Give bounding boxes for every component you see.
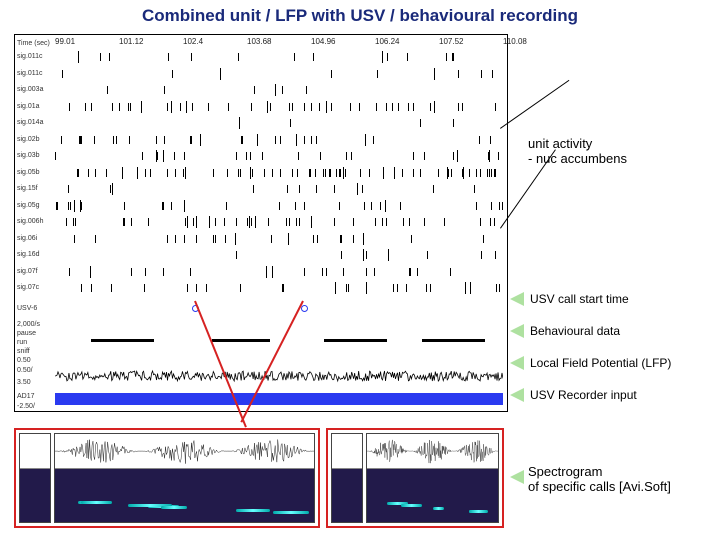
time-tick: 110.08	[503, 37, 527, 46]
signal-row: sig.011c	[55, 51, 503, 63]
ann-unit-activity: unit activity - nuc accumbens	[528, 136, 627, 166]
signal-row-label: sig.02b	[17, 134, 40, 146]
ann-usv-rec: USV Recorder input	[530, 388, 637, 402]
tri-behavioural	[510, 324, 524, 338]
signal-row-label: sig.011c	[17, 51, 43, 63]
time-tick: 107.52	[439, 37, 463, 46]
behavioural-labels: 2,000/s pause run sniff 0.50	[17, 320, 40, 365]
tri-usv-rec	[510, 388, 524, 402]
signal-row: sig.003a	[55, 84, 503, 96]
main-plot: 99.01 101.12 102.4 103.68 104.96 106.24 107.52…	[14, 34, 508, 412]
signal-row-label: sig.06i	[17, 233, 37, 245]
signal-row-label: sig.011c	[17, 68, 43, 80]
signal-row: sig.014a	[55, 117, 503, 129]
ann-behavioural: Behavioural data	[530, 324, 620, 338]
signal-row: sig.006h	[55, 216, 503, 228]
spec-group-a	[14, 428, 320, 528]
tri-spectrogram	[510, 470, 524, 484]
time-tick: 106.24	[375, 37, 399, 46]
beh-lab-2: run	[17, 338, 40, 347]
time-tick: 101.12	[119, 37, 143, 46]
tri-usv-call	[510, 292, 524, 306]
signal-row-label: sig.07c	[17, 282, 39, 294]
spec-a-main	[54, 433, 315, 523]
signal-row-label: sig.05g	[17, 200, 40, 212]
time-tick: 102.4	[183, 37, 203, 46]
behavioural-segment	[212, 339, 270, 342]
signal-row: sig.05g	[55, 200, 503, 212]
ann-spec-l2: of specific calls [Avi.Soft]	[528, 479, 671, 494]
signal-row: sig.15f	[55, 183, 503, 195]
page-title: Combined unit / LFP with USV / behaviour…	[0, 6, 720, 26]
signal-row-label: sig.014a	[17, 117, 43, 129]
time-axis: 99.01 101.12 102.4 103.68 104.96 106.24 107.52…	[55, 35, 503, 51]
usv-marker-row	[55, 303, 503, 317]
signal-row-label: sig.003a	[17, 84, 43, 96]
signal-row-label: sig.006h	[17, 216, 43, 228]
lfp-trace	[55, 365, 503, 387]
signal-row: sig.07c	[55, 282, 503, 294]
beh-lab-3: sniff	[17, 347, 40, 356]
ann-lfp: Local Field Potential (LFP)	[530, 356, 671, 370]
signal-row-label: sig.01a	[17, 101, 40, 113]
spectrogram-panels	[14, 428, 508, 528]
time-tick: 104.96	[311, 37, 335, 46]
signal-row-label: sig.03b	[17, 150, 40, 162]
ann-spec-l1: Spectrogram	[528, 464, 671, 479]
spec-a-wave-mini	[19, 433, 51, 523]
lfp-svg	[55, 365, 503, 387]
signal-row: sig.06i	[55, 233, 503, 245]
behavioural-segment	[91, 339, 154, 342]
callout-line	[500, 80, 569, 129]
beh-lab-4: 0.50	[17, 356, 40, 365]
adc-label-sub: -2.50/	[17, 401, 35, 413]
signal-row: sig.16d	[55, 249, 503, 261]
usv-marker	[301, 305, 308, 312]
lfp-label-top: 0.50/	[17, 365, 33, 377]
signal-row: sig.02b	[55, 134, 503, 146]
beh-lab-1: pause	[17, 329, 40, 338]
signal-row-label: sig.16d	[17, 249, 40, 261]
spec-b-main	[366, 433, 499, 523]
spec-group-b	[326, 428, 504, 528]
ann-unit-l1: unit activity	[528, 136, 627, 151]
beh-lab-0: 2,000/s	[17, 320, 40, 329]
signal-row-label: sig.15f	[17, 183, 38, 195]
ann-unit-l2: - nuc accumbens	[528, 151, 627, 166]
behavioural-segment	[324, 339, 387, 342]
ann-spectrogram: Spectrogram of specific calls [Avi.Soft]	[528, 464, 671, 494]
tri-lfp	[510, 356, 524, 370]
signal-row: sig.05b	[55, 167, 503, 179]
signal-row: sig.07f	[55, 266, 503, 278]
ann-usv-call: USV call start time	[530, 292, 629, 306]
time-tick: 103.68	[247, 37, 271, 46]
adc-usv-band	[55, 393, 503, 405]
signal-row-label: sig.07f	[17, 266, 38, 278]
behavioural-segment	[422, 339, 485, 342]
raster-area: sig.011c sig.011c sig.003a sig.01a sig.014a s…	[55, 51, 503, 411]
signal-row: sig.01a	[55, 101, 503, 113]
usv-row-label: USV-6	[17, 303, 37, 315]
time-axis-label: Time (sec)	[17, 37, 50, 51]
time-tick: 99.01	[55, 37, 75, 46]
lfp-label-bot: 3.50	[17, 377, 31, 389]
signal-row: sig.03b	[55, 150, 503, 162]
spec-b-wave-mini	[331, 433, 363, 523]
signal-row: sig.011c	[55, 68, 503, 80]
signal-row-label: sig.05b	[17, 167, 40, 179]
